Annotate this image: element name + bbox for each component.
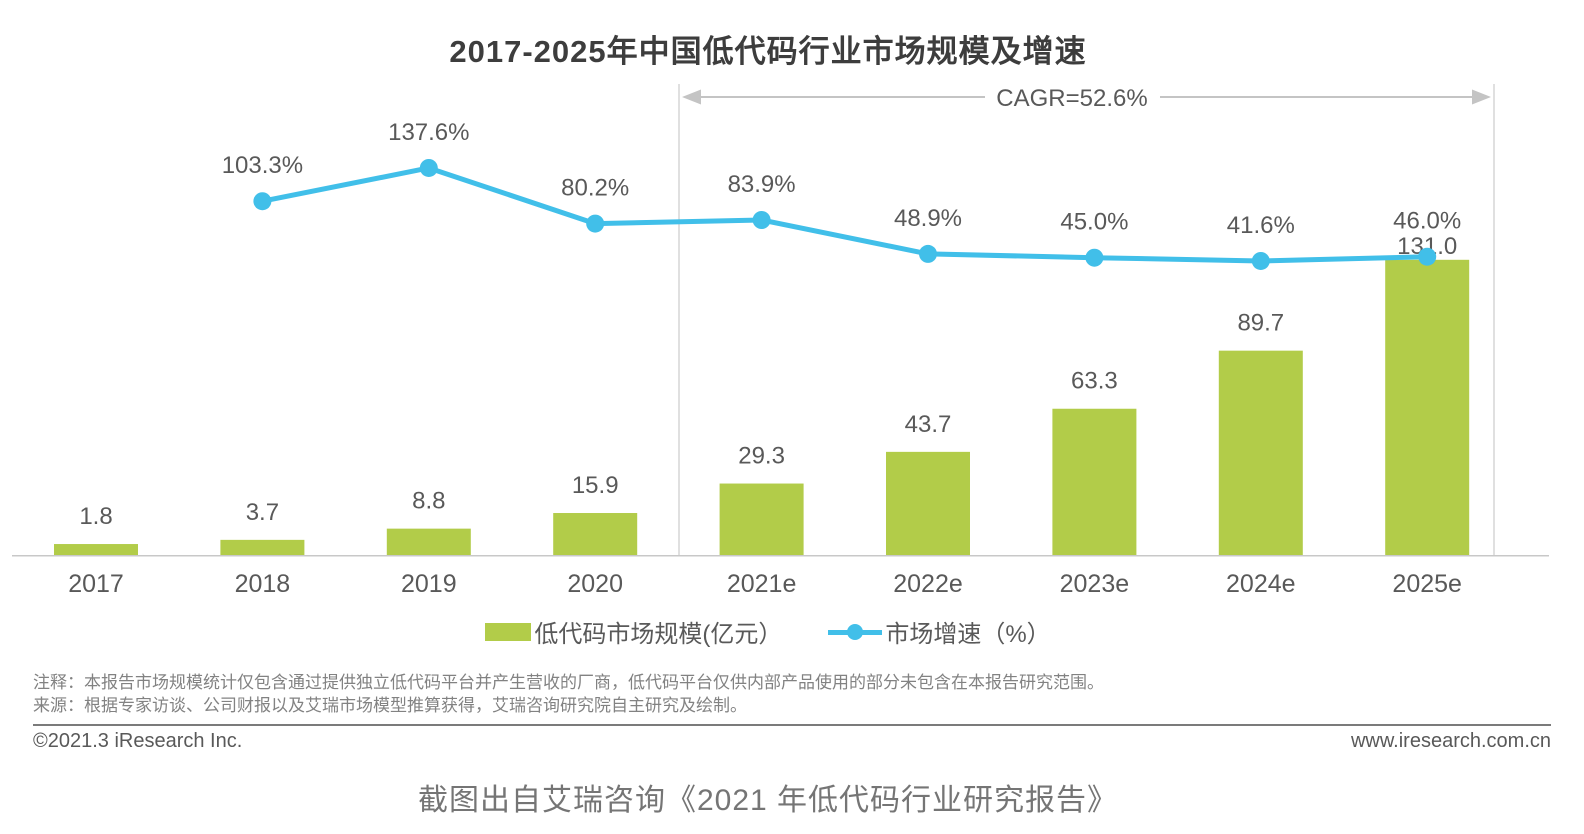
bar-series-swatch — [485, 622, 532, 641]
x-axis-label-2025e: 2025e — [1392, 570, 1462, 598]
website-text: www.iresearch.com.cn — [1350, 730, 1551, 752]
x-axis-label-2018: 2018 — [235, 570, 291, 598]
footer: ©2021.3 iResearch Inc. www.iresearch.com… — [33, 730, 1551, 753]
cagr-arrowhead-right — [1472, 89, 1491, 105]
x-axis-label-2023e: 2023e — [1060, 570, 1130, 598]
note-line-2: 来源：根据专家访谈、公司财报以及艾瑞市场模型推算获得，艾瑞咨询研究院自主研究及绘… — [33, 696, 747, 715]
growth-line — [259, 165, 1430, 264]
growth-value-label-2022e: 48.9% — [894, 205, 962, 232]
copyright-text: ©2021.3 iResearch Inc. — [33, 730, 243, 752]
growth-value-label-2025e: 46.0% — [1393, 208, 1461, 235]
bar-2020 — [553, 513, 638, 555]
legend-item-market-size: 低代码市场规模(亿元） — [485, 614, 782, 649]
growth-point-2019 — [419, 158, 438, 177]
bar-value-label-2017: 1.8 — [79, 503, 112, 530]
note-line-1: 注释：本报告市场规模统计仅包含通过提供独立低代码平台并产生营收的厂商，低代码平台… — [33, 673, 1104, 692]
growth-value-label-2024e: 41.6% — [1227, 212, 1295, 239]
growth-value-label-2020: 80.2% — [561, 175, 629, 202]
growth-point-2018 — [253, 192, 272, 211]
x-axis-label-2021e: 2021e — [727, 570, 797, 598]
x-axis-label-2022e: 2022e — [893, 570, 963, 598]
bar-2025e — [1385, 259, 1470, 555]
footer-divider — [33, 724, 1551, 726]
growth-value-label-2019: 137.6% — [388, 119, 469, 146]
growth-point-2022e — [919, 244, 937, 263]
bar-2022e — [886, 451, 970, 555]
legend-item-growth-rate: 市场增速（%） — [828, 614, 1051, 649]
growth-value-label-2023e: 45.0% — [1060, 209, 1128, 236]
x-axis-label-2020: 2020 — [567, 570, 623, 598]
growth-point-2023e — [1085, 248, 1104, 267]
bar-value-label-2021e: 29.3 — [738, 443, 785, 470]
x-axis-label-2024e: 2024e — [1226, 570, 1296, 598]
growth-point-2024e — [1251, 251, 1270, 270]
x-axis-label-2019: 2019 — [401, 570, 457, 598]
bar-value-label-2019: 8.8 — [412, 488, 445, 515]
bar-2023e — [1052, 408, 1137, 555]
market-size-growth-chart: CAGR=52.6% 1.8 3.7 8.8 15.9 29.3 43.7 63.3 89.7 1… — [12, 84, 1549, 598]
bar-2024e — [1218, 350, 1303, 555]
bar-value-label-2022e: 43.7 — [905, 411, 952, 438]
source-caption: 截图出自艾瑞咨询《2021 年低代码行业研究报告》 — [417, 784, 1119, 817]
bar-value-label-2024e: 89.7 — [1237, 310, 1284, 337]
growth-point-2025e — [1418, 247, 1437, 266]
growth-point-2021e — [752, 211, 771, 230]
growth-point-2020 — [586, 214, 605, 233]
line-series-icon — [828, 623, 883, 641]
x-axis-label-2017: 2017 — [68, 570, 124, 598]
bar-value-label-2023e: 63.3 — [1071, 368, 1118, 395]
cagr-label: CAGR=52.6% — [996, 85, 1147, 112]
bar-series-label: 低代码市场规模(亿元） — [534, 621, 783, 648]
line-series-label: 市场增速（%） — [885, 621, 1051, 648]
growth-value-label-2021e: 83.9% — [728, 171, 796, 198]
bar-2018 — [220, 539, 305, 555]
bar-value-label-2020: 15.9 — [572, 472, 619, 499]
bar-2019 — [386, 528, 471, 555]
footnotes: 注释：本报告市场规模统计仅包含通过提供独立低代码平台并产生营收的厂商，低代码平台… — [33, 671, 1551, 717]
chart-title: 2017-2025年中国低代码行业市场规模及增速 — [449, 34, 1087, 69]
cagr-arrowhead-left — [682, 89, 701, 105]
bar-2017 — [54, 544, 138, 555]
bar-value-label-2018: 3.7 — [246, 499, 279, 526]
chart-legend: 低代码市场规模(亿元） 市场增速（%） — [0, 614, 1536, 649]
growth-value-label-2018: 103.3% — [222, 152, 303, 179]
bar-2021e — [719, 483, 804, 555]
